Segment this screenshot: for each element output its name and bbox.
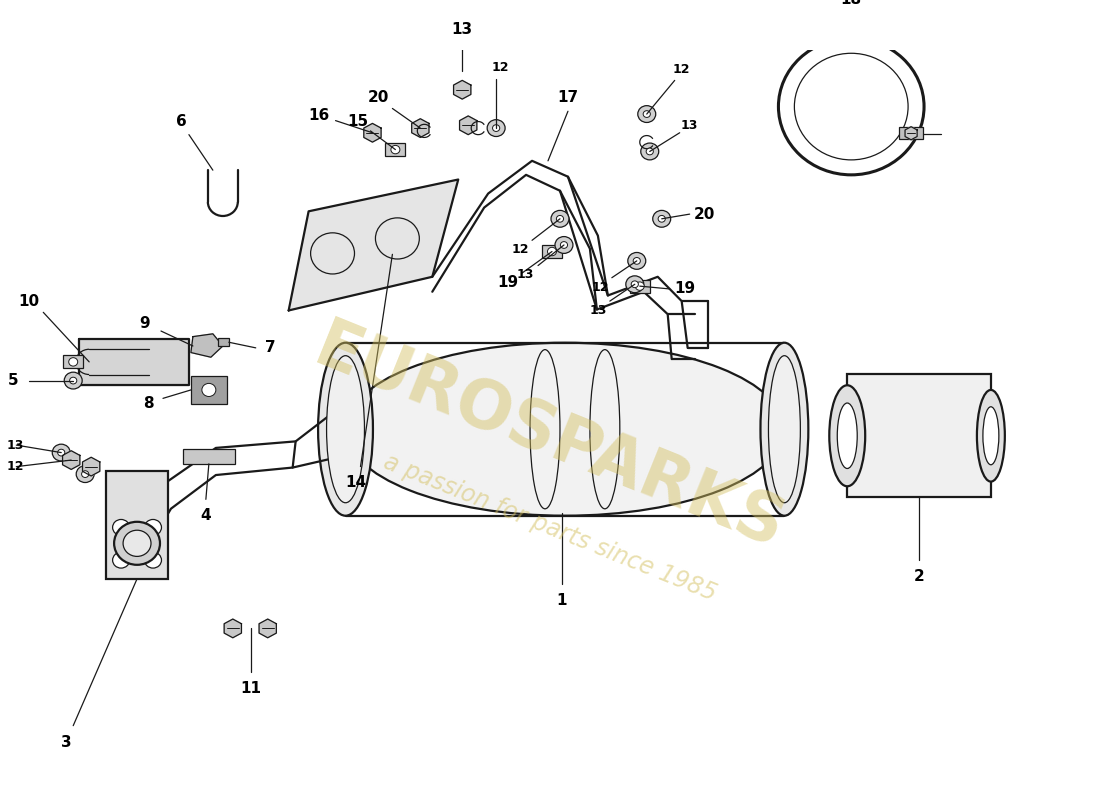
Text: EUROSPARKS: EUROSPARKS [306,314,794,563]
Text: 11: 11 [240,681,262,696]
Ellipse shape [769,356,801,502]
Text: 6: 6 [176,114,186,129]
Circle shape [487,120,505,137]
Polygon shape [63,450,80,470]
Text: 14: 14 [345,475,366,490]
Circle shape [53,444,70,461]
Text: 9: 9 [140,316,151,331]
Circle shape [112,552,130,568]
Text: 12: 12 [512,243,529,256]
Text: 7: 7 [265,340,276,355]
Ellipse shape [829,386,866,486]
Bar [218,338,229,346]
Polygon shape [905,126,917,140]
Text: 19: 19 [497,275,519,290]
Text: a passion for parts since 1985: a passion for parts since 1985 [381,450,719,606]
Polygon shape [82,458,100,476]
Circle shape [644,110,650,118]
Ellipse shape [345,342,784,516]
Text: 13: 13 [7,438,24,452]
Circle shape [628,253,646,270]
Text: 12: 12 [7,460,24,473]
Polygon shape [224,619,241,638]
Circle shape [123,530,151,557]
Text: 10: 10 [19,294,40,309]
Circle shape [652,210,671,227]
Circle shape [556,237,573,254]
Circle shape [658,215,666,222]
Ellipse shape [837,403,857,469]
Circle shape [76,466,95,482]
Text: 13: 13 [590,304,606,317]
Polygon shape [460,116,476,134]
Circle shape [493,125,499,131]
Text: 12: 12 [673,62,691,76]
Bar [847,374,991,498]
Text: 17: 17 [558,90,579,105]
Text: 8: 8 [143,397,153,411]
Circle shape [646,148,653,155]
Text: 16: 16 [308,109,329,123]
Text: 20: 20 [367,90,389,105]
Polygon shape [364,123,381,142]
Circle shape [144,519,162,535]
Bar [183,449,234,464]
Bar [899,127,923,139]
Text: 13: 13 [516,269,534,282]
Text: 5: 5 [8,373,19,388]
Text: 19: 19 [674,282,695,297]
Circle shape [202,383,216,397]
Bar [630,279,650,293]
Text: 13: 13 [452,22,473,38]
Ellipse shape [977,390,1004,482]
Text: 3: 3 [60,735,72,750]
Text: 12: 12 [591,281,608,294]
Text: 15: 15 [346,114,368,129]
Polygon shape [411,118,429,138]
Circle shape [557,215,563,222]
Bar [542,245,562,258]
Circle shape [634,258,640,264]
Circle shape [390,146,400,154]
Bar [191,376,227,404]
Text: 13: 13 [681,118,698,132]
Circle shape [57,450,65,456]
Polygon shape [288,179,459,310]
Bar [385,143,406,156]
Circle shape [626,276,644,293]
Text: 2: 2 [914,569,924,583]
Circle shape [638,106,656,122]
Circle shape [636,282,645,290]
Circle shape [631,281,638,288]
Text: 4: 4 [200,508,211,522]
Circle shape [64,372,82,389]
Circle shape [114,522,160,565]
Polygon shape [453,80,471,99]
Bar [63,355,84,369]
Circle shape [551,210,569,227]
Ellipse shape [760,342,808,516]
Circle shape [69,378,77,384]
Text: 12: 12 [492,61,509,74]
Text: 20: 20 [694,206,715,222]
Circle shape [68,358,78,366]
Circle shape [560,242,568,248]
Ellipse shape [318,342,373,516]
Circle shape [548,247,557,256]
Circle shape [81,470,89,478]
Polygon shape [79,338,189,386]
Circle shape [112,519,130,535]
Circle shape [144,552,162,568]
Text: 18: 18 [840,0,861,7]
Ellipse shape [327,356,364,502]
Circle shape [641,143,659,160]
Ellipse shape [983,406,999,465]
Polygon shape [260,619,276,638]
Text: 1: 1 [557,593,568,608]
Bar [106,471,168,579]
Polygon shape [191,334,223,358]
